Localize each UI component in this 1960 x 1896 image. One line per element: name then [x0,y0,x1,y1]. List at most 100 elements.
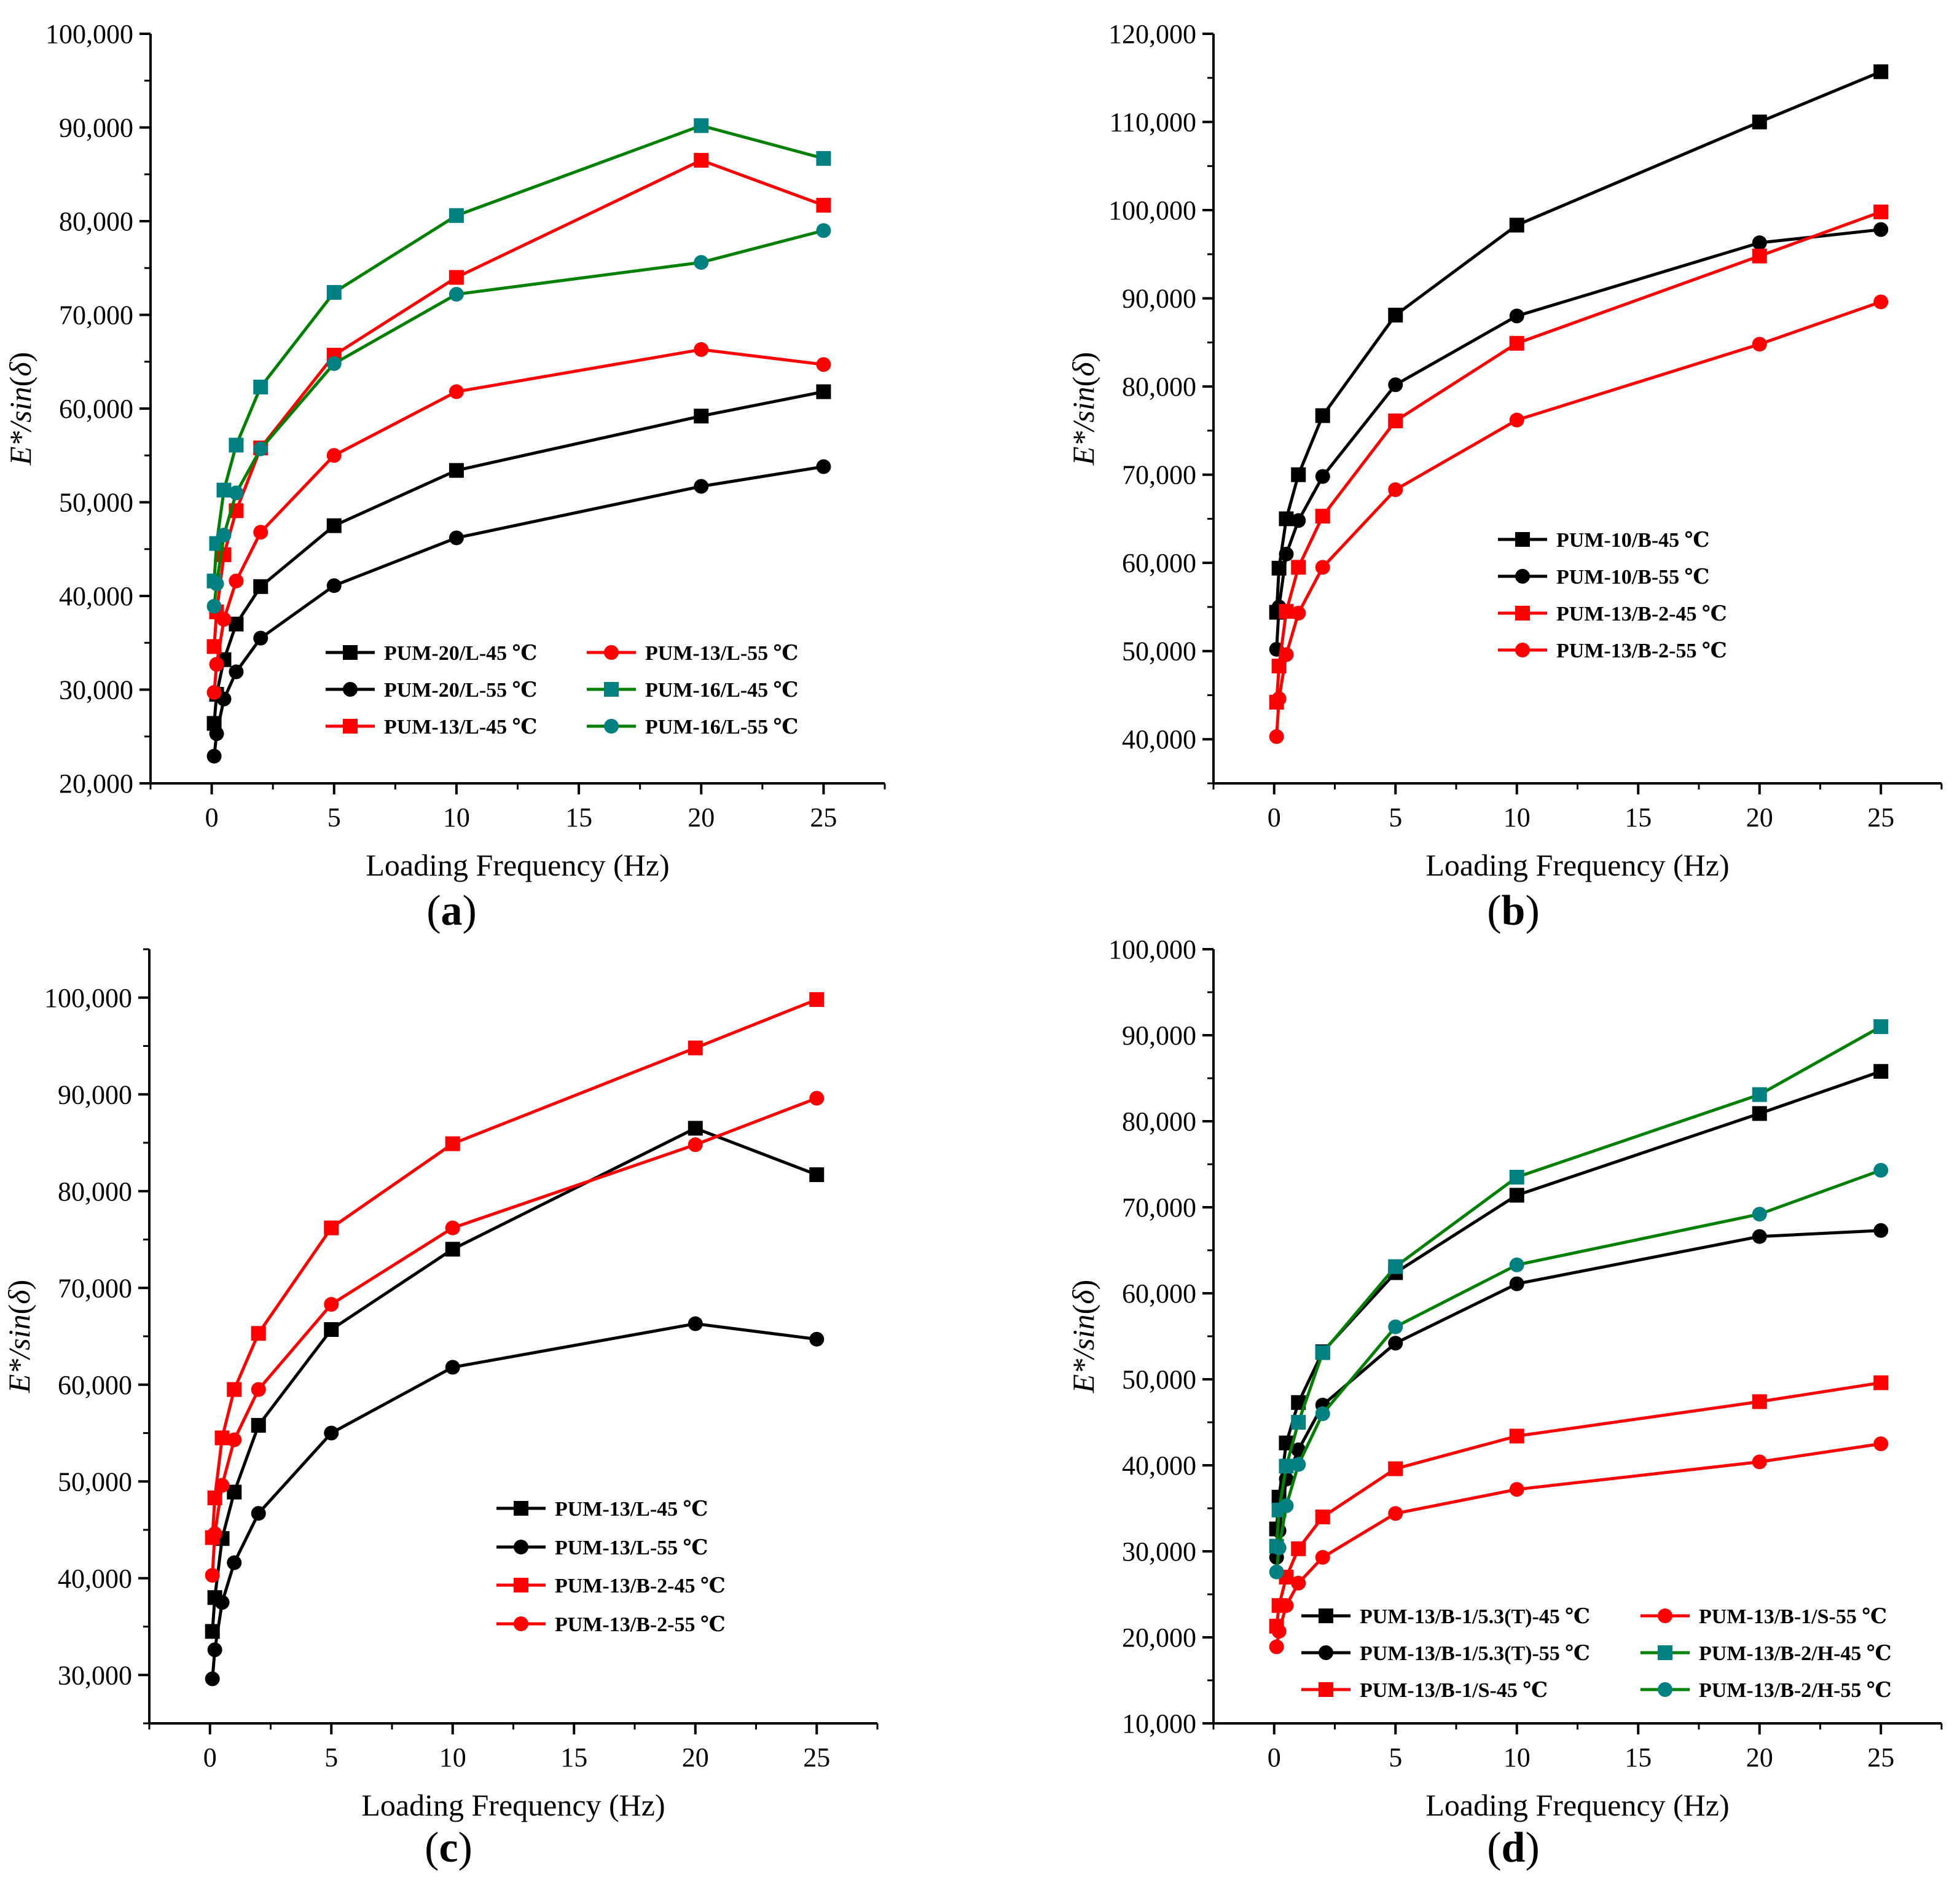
data-point [1279,1598,1294,1613]
data-point [449,463,464,478]
data-point [1315,1510,1330,1524]
legend-label: PUM-13/B-1/5.3(T)-55 ℃ [1360,1642,1590,1665]
data-point [1271,1624,1287,1639]
data-point [326,518,342,533]
data-point [1291,513,1306,528]
caption-letter: b [1502,887,1526,934]
data-point [445,1136,460,1151]
y-axis-title-part: ( [1066,377,1100,387]
data-point [209,657,224,672]
data-point [694,118,709,133]
data-point [206,598,222,614]
data-point [1388,307,1403,323]
data-point [229,437,244,453]
data-point [1315,1406,1330,1421]
legend-marker [343,682,358,697]
data-point [209,726,224,742]
data-point [216,482,232,498]
data-point [1388,1506,1403,1521]
data-point [1271,1540,1287,1556]
data-point [1315,560,1330,575]
data-point [1388,1259,1403,1274]
data-point [253,379,269,394]
legend-marker [1515,606,1530,621]
y-tick-label: 100,000 [1108,934,1196,965]
data-point [1873,1436,1889,1451]
y-tick-label: 30,000 [59,675,133,705]
x-tick-label: 0 [205,802,219,832]
series-1 [1269,222,1889,657]
data-point [1315,1345,1330,1360]
x-tick-label: 5 [324,1742,338,1773]
data-point [1873,1019,1889,1034]
caption-paren: ) [463,887,477,934]
data-point [1291,1541,1306,1556]
legend-label: PUM-13/B-2-45 ℃ [555,1575,726,1597]
y-tick-label: 60,000 [1122,548,1196,578]
series-0 [205,1121,825,1639]
y-tick-label: 70,000 [1122,1193,1196,1223]
x-tick-label: 25 [803,1742,830,1773]
legend-label: PUM-13/B-1/S-55 ℃ [1699,1605,1887,1628]
data-point [1752,1087,1767,1102]
legend-label: PUM-16/L-55 ℃ [645,716,798,738]
series-1 [1269,1223,1889,1565]
data-point [809,1331,825,1347]
y-tick-label: 100,000 [45,19,133,49]
data-point [1752,114,1767,130]
data-point [694,152,709,168]
legend-label: PUM-13/L-45 ℃ [555,1498,708,1521]
data-point [1509,1188,1524,1203]
y-tick-label: 10,000 [1122,1709,1196,1739]
series-line [1275,1025,1882,1546]
data-point [324,1425,339,1441]
caption-paren: ( [1487,1824,1501,1871]
series-3 [205,1091,825,1583]
x-tick-label: 0 [1268,1742,1281,1773]
y-tick-label: 60,000 [59,394,133,424]
legend-item: PUM-13/B-2-55 ℃ [496,1613,726,1636]
y-tick-label: 20,000 [59,769,133,799]
y-tick-label: 110,000 [1110,108,1196,138]
legend-marker [1515,569,1530,584]
y-tick-label: 80,000 [58,1177,132,1207]
data-point [816,151,831,166]
data-point [816,357,831,372]
data-point [214,1595,230,1610]
x-tick-label: 20 [688,802,715,832]
legend-item: PUM-20/L-45 ℃ [326,642,537,665]
legend-item: PUM-16/L-45 ℃ [587,679,798,702]
series-line [213,348,824,693]
data-point [449,208,464,223]
data-point [688,1121,703,1136]
data-point [1873,204,1889,219]
series-3 [1269,294,1889,744]
y-axis-title-part: δ [1066,1290,1100,1304]
data-point [809,1167,825,1182]
legend-marker [514,1501,528,1516]
legend-marker [1319,1608,1333,1623]
legend-label: PUM-10/B-45 ℃ [1556,529,1709,552]
legend: PUM-13/L-45 ℃ PUM-13/L-55 ℃ PUM-13/B-2-45 … [496,1498,726,1636]
y-axis-title-part: ) [3,352,37,362]
data-point [229,664,244,680]
data-point [688,1040,703,1056]
data-point [1388,1319,1403,1334]
legend-marker [1515,643,1530,657]
panel-caption: (a) [426,887,477,934]
data-point [1315,509,1330,524]
data-point [1315,469,1330,484]
caption-letter: a [441,887,463,934]
data-point [1279,1498,1294,1513]
data-point [1873,294,1889,310]
legend-item: PUM-10/B-55 ℃ [1498,566,1709,589]
chart-panel-c: 0 5 10 15 20 25 30,000 40,000 50,000 60,000 70,000… [2,948,879,1871]
x-tick-label: 10 [443,802,470,832]
data-point [324,1297,339,1312]
legend-marker [514,1616,528,1631]
legend-item: PUM-13/L-45 ℃ [326,716,537,738]
y-axis-title-part: E*/ [2,1348,36,1394]
data-point [206,748,222,764]
data-point [1509,217,1524,233]
